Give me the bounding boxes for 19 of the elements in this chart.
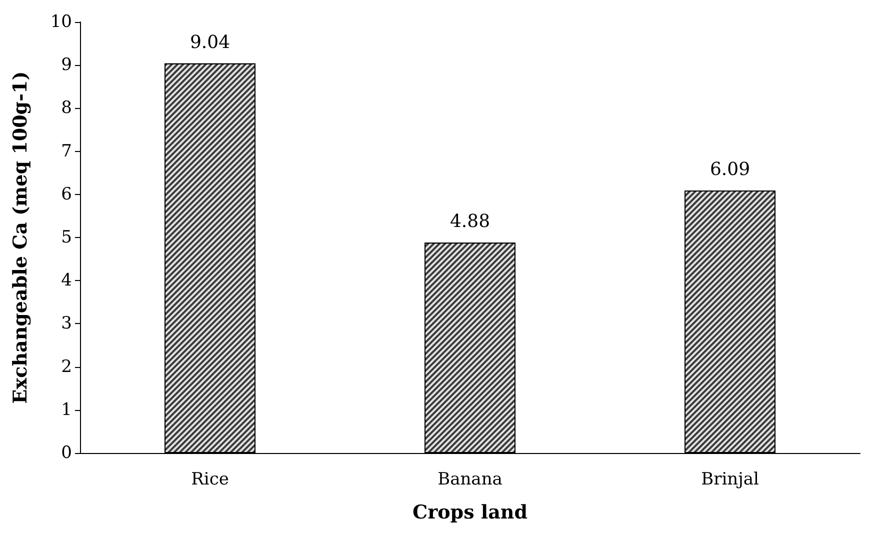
data-label: 9.04	[190, 32, 230, 53]
y-tick-label: 1	[61, 400, 72, 420]
x-tick-label: Banana	[438, 470, 502, 490]
data-label: 4.88	[450, 211, 490, 232]
y-tick-label: 3	[61, 314, 72, 334]
y-tick-label: 0	[61, 443, 72, 463]
x-tick-label: Rice	[191, 470, 229, 490]
x-axis-title: Crops land	[412, 502, 528, 524]
y-tick-label: 6	[61, 184, 72, 204]
y-tick-label: 10	[50, 12, 72, 32]
data-label: 6.09	[710, 159, 750, 180]
y-tick-label: 9	[61, 55, 72, 76]
y-tick-label: 4	[61, 270, 72, 291]
y-tick-label: 5	[61, 228, 72, 248]
y-axis-title: Exchangeable Ca (meq 100g-1)	[10, 71, 32, 404]
y-tick-label: 7	[61, 141, 72, 162]
y-tick-label: 8	[61, 98, 72, 118]
y-tick-label: 2	[61, 356, 72, 377]
x-tick-label: Brinjal	[701, 470, 759, 490]
